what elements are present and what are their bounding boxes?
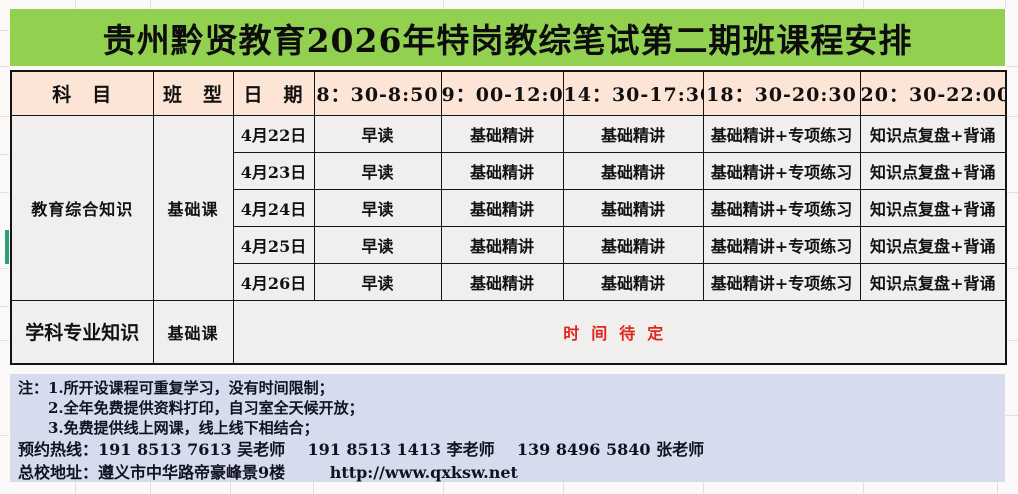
gridline: [0, 340, 9, 341]
date-cell: 4月26日: [232, 262, 315, 301]
slot-cell: 早读: [313, 114, 442, 153]
class-type-cell: 基础课: [152, 299, 234, 365]
gridline: [443, 482, 444, 494]
gridline: [0, 192, 9, 193]
note-line-1: 注：1.所开设课程可重复学习，没有时间限制；: [18, 379, 334, 397]
date-cell: 4月25日: [232, 225, 315, 264]
slot-cell: 早读: [313, 151, 442, 190]
gridline: [150, 0, 151, 9]
slot-cell: 基础精讲: [440, 114, 564, 153]
gridline: [75, 0, 76, 9]
gridline: [997, 482, 998, 494]
slot-cell: 知识点复盘+背诵: [859, 151, 1007, 190]
slot-cell: 基础精讲+专项练习: [702, 262, 861, 301]
gridline: [150, 482, 151, 494]
header-timeslot-1: 8：30-8:50: [313, 70, 442, 116]
slot-cell: 基础精讲: [440, 262, 564, 301]
date-cell: 4月23日: [232, 151, 315, 190]
subject-cell: 学科专业知识: [10, 299, 154, 365]
slot-cell: 早读: [313, 262, 442, 301]
hotline-line: 预约热线：191 8513 7613 吴老师 191 8513 1413 李老师…: [18, 440, 705, 459]
slot-cell: 基础精讲+专项练习: [702, 151, 861, 190]
class-type-cell: 基础课: [152, 114, 234, 301]
header-class-type: 班 型: [152, 70, 234, 116]
header-timeslot-2: 9：00-12:00: [440, 70, 564, 116]
table-row: 4月25日 早读 基础精讲 基础精讲 基础精讲+专项练习 知识点复盘+背诵: [11, 225, 1007, 264]
gridline: [0, 116, 9, 117]
gridline: [0, 154, 9, 155]
subject-cell: 教育综合知识: [10, 114, 154, 301]
gridline: [0, 66, 9, 67]
slot-cell: 基础精讲+专项练习: [702, 225, 861, 264]
gridline: [1005, 0, 1006, 9]
gridline: [563, 482, 564, 494]
slot-cell: 知识点复盘+背诵: [859, 114, 1007, 153]
gridline: [863, 0, 864, 9]
slot-cell: 知识点复盘+背诵: [859, 262, 1007, 301]
note-line-3: 3.免费提供线上网课，线上线下相结合；: [18, 419, 319, 437]
gridline: [1006, 268, 1018, 269]
schedule-table: 科 目 班 型 日 期 8：30-8:50 9：00-12:00 14：30-1…: [10, 70, 1007, 365]
table-row: 教育综合知识 基础课 4月22日 早读 基础精讲 基础精讲 基础精讲+专项练习 …: [10, 114, 1007, 301]
header-date: 日 期: [232, 70, 315, 116]
gridline: [313, 482, 314, 494]
header-timeslot-5: 20：30-22:00: [859, 70, 1007, 116]
header-subject: 科 目: [10, 70, 154, 116]
time-pending-cell: 时间待定: [232, 299, 1007, 365]
page-title: 贵州黔贤教育2026年特岗教综笔试第二期班课程安排: [10, 9, 1005, 66]
gridline: [1006, 340, 1018, 341]
slot-cell: 基础精讲: [440, 151, 564, 190]
note-line-2: 2.全年免费提供资料打印，自习室全天候开放；: [18, 399, 364, 417]
gridline: [0, 268, 9, 269]
header-timeslot-3: 14：30-17:30: [562, 70, 704, 116]
gridline: [1006, 66, 1018, 67]
header-row: 科 目 班 型 日 期 8：30-8:50 9：00-12:00 14：30-1…: [10, 70, 1007, 116]
table-row: 学科专业知识 基础课 时间待定: [10, 299, 1007, 365]
slot-cell: 知识点复盘+背诵: [859, 188, 1007, 227]
gridline: [0, 435, 9, 436]
gridline: [1006, 116, 1018, 117]
slot-cell: 基础精讲+专项练习: [702, 188, 861, 227]
slot-cell: 基础精讲: [562, 188, 704, 227]
slot-cell: 基础精讲: [440, 225, 564, 264]
table-row: 4月24日 早读 基础精讲 基础精讲 基础精讲+专项练习 知识点复盘+背诵: [11, 188, 1007, 227]
date-cell: 4月22日: [232, 114, 315, 153]
gridline: [863, 482, 864, 494]
gridline: [230, 482, 231, 494]
gridline: [1006, 192, 1018, 193]
gridline: [0, 306, 9, 307]
slot-cell: 早读: [313, 188, 442, 227]
date-cell: 4月24日: [232, 188, 315, 227]
header-timeslot-4: 18：30-20:30: [702, 70, 861, 116]
table-row: 4月23日 早读 基础精讲 基础精讲 基础精讲+专项练习 知识点复盘+背诵: [11, 151, 1007, 190]
slot-cell: 基础精讲: [562, 225, 704, 264]
gridline: [1006, 415, 1018, 416]
gridline: [703, 482, 704, 494]
address-line: 总校地址：遵义市中华路帝豪峰景9楼 http://www.qxksw.net: [18, 463, 518, 482]
gridline: [443, 0, 444, 9]
slot-cell: 基础精讲+专项练习: [702, 114, 861, 153]
row-selection-bar: [5, 230, 9, 264]
footer-notes: 注：1.所开设课程可重复学习，没有时间限制； 2.全年免费提供资料打印，自习室全…: [10, 374, 1005, 482]
slot-cell: 早读: [313, 225, 442, 264]
slot-cell: 基础精讲: [562, 151, 704, 190]
slot-cell: 基础精讲: [440, 188, 564, 227]
slot-cell: 知识点复盘+背诵: [859, 225, 1007, 264]
slot-cell: 基础精讲: [562, 262, 704, 301]
gridline: [75, 482, 76, 494]
slot-cell: 基础精讲: [562, 114, 704, 153]
gridline: [0, 30, 9, 31]
